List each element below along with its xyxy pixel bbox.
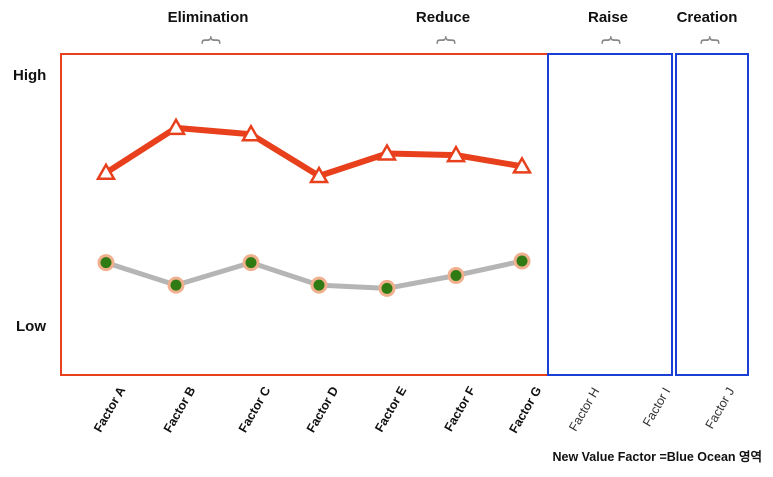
creation-box [675,53,749,376]
data-point-series-1 [445,144,467,163]
category-label: Factor G [507,384,545,436]
category-label: Factor H [566,385,602,434]
y-level-high: High [13,67,46,84]
section-label-creation: Creation [677,9,738,26]
data-point-series-1 [95,162,117,181]
data-point-series-2 [97,254,115,272]
brace-icon: } [598,34,622,47]
category-label: Factor D [304,384,341,435]
category-label: Factor J [703,385,738,431]
data-point-series-1 [511,155,533,174]
data-point-series-1 [240,123,262,142]
data-point-series-2 [447,266,465,284]
section-label-elimination: Elimination [168,9,249,26]
section-label-reduce: Reduce [416,9,470,26]
brace-icon: } [697,34,721,47]
category-label: Factor A [91,384,128,435]
category-label: Factor F [442,384,479,434]
data-point-series-2 [513,252,531,270]
brace-icon: } [433,34,457,47]
data-point-series-1 [165,117,187,136]
data-point-series-2 [310,276,328,294]
y-level-low: Low [16,318,46,335]
category-label: Factor I [640,385,673,429]
category-label: Factor C [236,384,273,435]
data-point-series-1 [308,165,330,184]
data-point-series-2 [167,276,185,294]
category-label: Factor B [161,384,198,435]
existing-factors-box [60,53,549,376]
section-label-raise: Raise [588,9,628,26]
data-point-series-2 [378,279,396,297]
raise-box [547,53,673,376]
category-label: Factor E [372,384,409,434]
data-point-series-2 [242,254,260,272]
brace-icon: } [198,34,222,47]
data-point-series-1 [376,142,398,161]
blue-ocean-footnote: New Value Factor =Blue Ocean 영역 [552,449,762,464]
